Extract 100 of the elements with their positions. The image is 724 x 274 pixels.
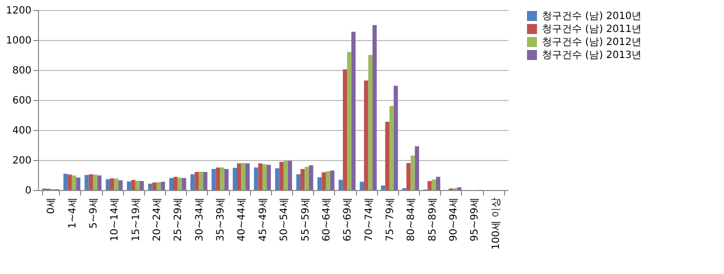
bar [160, 182, 166, 190]
x-tick-label: 10~14세 [110, 198, 121, 242]
x-tick-label: 70~74세 [364, 198, 375, 242]
bar [300, 169, 305, 190]
bar [288, 160, 292, 190]
x-tick-label: 0세 [46, 198, 58, 214]
bar [262, 164, 267, 190]
bar [216, 168, 220, 190]
bar [380, 186, 386, 190]
y-tick-label: 1000 [6, 36, 32, 46]
bar [126, 181, 132, 190]
bar [347, 52, 352, 190]
bar [72, 175, 76, 190]
x-tick-label: 80~84세 [406, 198, 418, 242]
bar [135, 180, 140, 190]
bar [114, 178, 118, 190]
x-tick-label: 65~69세 [342, 198, 354, 242]
bar [190, 174, 195, 190]
x-tick-label: 35~39세 [216, 198, 227, 242]
bar [389, 106, 394, 190]
bar [322, 172, 326, 190]
y-tick-label: 600 [12, 96, 32, 106]
bar [394, 86, 398, 190]
bar [317, 177, 322, 190]
x-tick-label: 50~54세 [279, 198, 290, 242]
bar [406, 163, 411, 190]
bar [232, 168, 238, 190]
bar [148, 184, 152, 190]
bar [428, 181, 432, 190]
bar [194, 172, 199, 190]
bar [178, 178, 182, 190]
y-tick-label: 200 [12, 156, 32, 166]
bar [93, 174, 98, 190]
bar [68, 174, 72, 190]
x-tick-label: 15~19세 [130, 198, 142, 242]
bar [360, 182, 364, 190]
bar [203, 172, 208, 190]
bar [63, 174, 68, 190]
bar [372, 25, 377, 190]
x-tick-label: 30~34세 [194, 198, 206, 242]
bar [266, 164, 271, 190]
bar [245, 163, 250, 190]
bar [410, 156, 415, 190]
bar [84, 175, 89, 190]
bar [88, 174, 94, 190]
x-tick-label: 1~4세 [67, 198, 78, 229]
legend-label: 청구건수 (남) 2012년 [542, 37, 642, 48]
bar [436, 176, 440, 190]
x-tick-label: 45~49세 [258, 198, 269, 242]
bar [364, 80, 368, 190]
bar [106, 179, 110, 190]
x-tick-label: 100세 이상 [490, 198, 502, 250]
bar [351, 32, 356, 190]
x-tick-label: 25~29세 [173, 198, 184, 242]
x-tick-label: 40~44세 [236, 198, 248, 242]
y-tick-label: 800 [12, 66, 32, 76]
bar [296, 174, 301, 190]
x-tick-label: 60~64세 [321, 198, 332, 242]
bar [131, 180, 136, 190]
bar [110, 178, 114, 190]
legend-label: 청구건수 (남) 2013년 [542, 50, 642, 61]
bar [140, 181, 144, 190]
bar [182, 178, 186, 190]
bar [169, 178, 174, 190]
bar [457, 187, 462, 190]
x-tick-label: 85~89세 [427, 198, 438, 242]
bar [97, 175, 102, 190]
x-tick-label: 55~59세 [300, 198, 312, 242]
bar [241, 163, 246, 190]
bar [118, 180, 123, 190]
bar [275, 168, 280, 190]
bar [224, 169, 229, 190]
bar [279, 162, 284, 190]
bar [304, 166, 309, 190]
x-tick-label: 20~24세 [152, 198, 164, 242]
y-tick-label: 0 [25, 186, 32, 196]
bar [76, 178, 80, 190]
x-tick-label: 95~99세 [470, 198, 481, 242]
bar [156, 182, 161, 190]
bar [284, 160, 288, 190]
bar [385, 122, 390, 190]
bar [368, 55, 373, 190]
bar [237, 163, 242, 190]
legend-label: 청구건수 (남) 2010년 [542, 11, 642, 22]
bar [342, 69, 348, 190]
legend-label: 청구건수 (남) 2011년 [542, 24, 642, 35]
bar [308, 165, 314, 190]
bar [152, 182, 157, 190]
x-tick-label: 90~94세 [448, 198, 460, 242]
bar [173, 176, 178, 190]
bar [198, 172, 204, 190]
bar [338, 180, 343, 190]
bar [330, 170, 334, 190]
y-tick-label: 400 [12, 126, 32, 136]
bar [414, 146, 420, 190]
bar [254, 168, 258, 190]
x-tick-label: 75~79세 [384, 198, 396, 242]
bar [432, 180, 436, 190]
bar [258, 163, 262, 190]
y-tick-label: 1200 [6, 6, 32, 16]
